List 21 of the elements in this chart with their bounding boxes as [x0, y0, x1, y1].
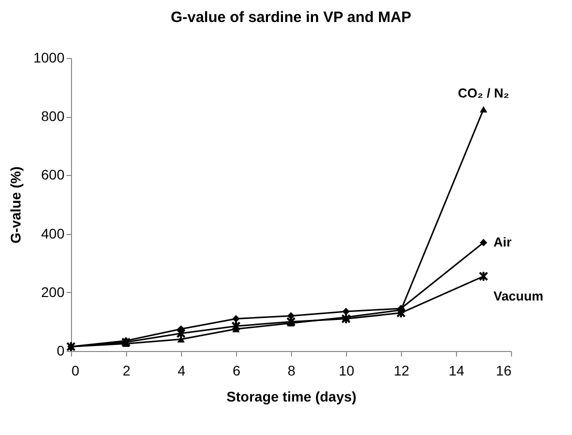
- x-tick-label: 0: [72, 362, 80, 378]
- x-tick-label: 14: [448, 362, 464, 378]
- x-tick-label: 2: [122, 362, 131, 378]
- x-tick-label: 12: [394, 362, 410, 378]
- y-tick-label: 1000: [33, 50, 65, 66]
- x-tick-label: 16: [496, 362, 512, 378]
- x-axis-title: Storage time (days): [226, 388, 356, 404]
- y-tick-label: 600: [41, 166, 65, 183]
- x-tick-label: 8: [288, 362, 296, 378]
- y-tick-label: 200: [41, 284, 65, 300]
- x-tick-label: 10: [338, 362, 354, 378]
- series-label: Vacuum: [494, 288, 544, 304]
- y-tick-label: 0: [56, 342, 65, 358]
- x-tick-label: 6: [232, 362, 241, 378]
- x-tick-label: 4: [178, 362, 186, 378]
- chart-title: G-value of sardine in VP and MAP: [170, 9, 412, 26]
- y-axis-title: G-value (%): [7, 166, 24, 244]
- series-label: CO₂ / N₂: [458, 85, 510, 100]
- series-label: Air: [494, 234, 512, 250]
- y-tick-label: 800: [41, 108, 65, 124]
- y-tick-label: 400: [41, 225, 65, 242]
